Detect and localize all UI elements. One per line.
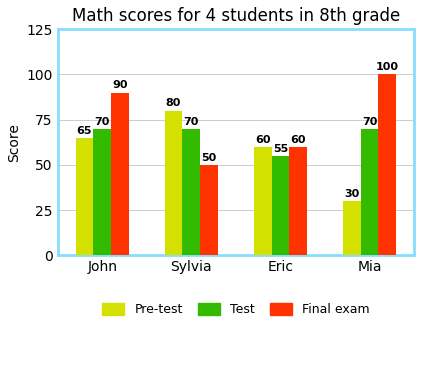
- Bar: [111, 92, 129, 255]
- Bar: [200, 165, 218, 255]
- Legend: Pre-test, Test, Final exam: Pre-test, Test, Final exam: [97, 298, 375, 321]
- Bar: [93, 129, 111, 255]
- Bar: [272, 156, 289, 255]
- Bar: [378, 74, 396, 255]
- Text: 60: 60: [255, 135, 270, 145]
- Bar: [343, 201, 361, 255]
- Bar: [75, 138, 93, 255]
- Text: 100: 100: [376, 62, 399, 72]
- Text: 70: 70: [184, 117, 199, 127]
- Text: 70: 70: [362, 117, 377, 127]
- Bar: [289, 147, 307, 255]
- Bar: [182, 129, 200, 255]
- Text: 65: 65: [77, 126, 92, 136]
- Text: 80: 80: [166, 99, 181, 108]
- Bar: [165, 111, 182, 255]
- Bar: [361, 129, 378, 255]
- Text: 70: 70: [95, 117, 110, 127]
- Title: Math scores for 4 students in 8th grade: Math scores for 4 students in 8th grade: [72, 7, 400, 25]
- Text: 55: 55: [273, 144, 288, 154]
- Text: 30: 30: [344, 189, 360, 199]
- Text: 90: 90: [112, 80, 128, 90]
- Text: 50: 50: [202, 153, 217, 163]
- Y-axis label: Score: Score: [7, 123, 21, 162]
- Bar: [254, 147, 272, 255]
- Text: 60: 60: [290, 135, 306, 145]
